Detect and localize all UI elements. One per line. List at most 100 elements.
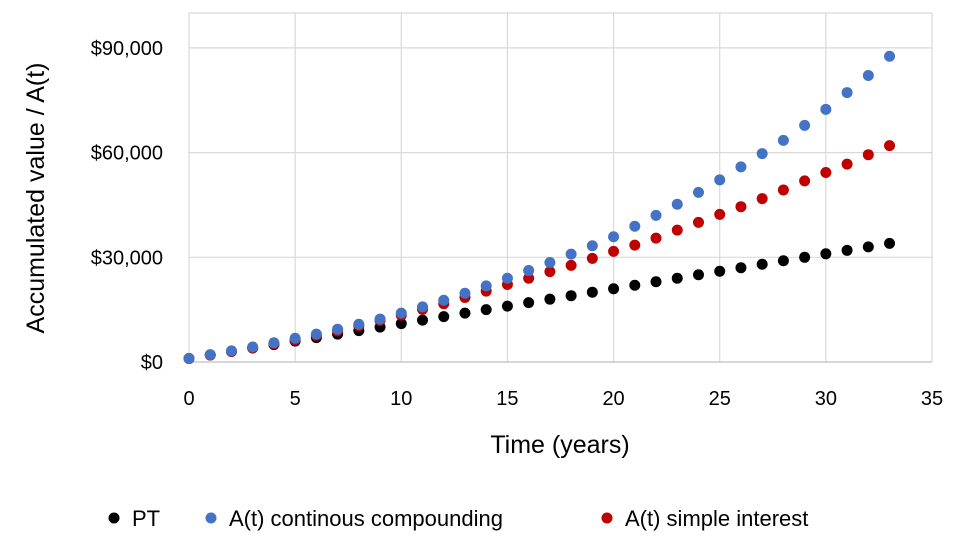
data-point [735,201,747,213]
data-point [417,301,429,313]
data-point [480,304,492,316]
data-point [862,241,874,253]
data-point [544,293,556,305]
data-point [777,255,789,267]
data-point [586,252,598,264]
data-point [629,279,641,291]
x-tick-label: 10 [390,388,412,410]
data-point [714,174,726,186]
legend-marker [601,512,613,524]
data-point [671,224,683,236]
data-point [862,149,874,161]
data-point [777,184,789,196]
data-point [799,175,811,187]
data-point [608,245,620,257]
data-point [586,240,598,252]
data-point [820,166,832,178]
x-tick-label: 0 [183,388,194,410]
data-point [523,272,535,284]
y-tick-label: $60,000 [91,143,163,165]
data-point [374,313,386,325]
x-tick-labels: 0 5 10 15 20 25 30 35 [183,388,943,410]
x-tick-label: 35 [921,388,943,410]
data-point [650,209,662,221]
data-point [586,286,598,298]
y-tick-label: $30,000 [91,247,163,269]
legend-label: A(t) simple interest [625,506,808,531]
x-tick-label: 30 [815,388,837,410]
x-tick-label: 5 [290,388,301,410]
data-point [353,318,365,330]
data-point [310,328,322,340]
legend-label: A(t) continous compounding [229,506,503,531]
legend: PT A(t) continous compounding A(t) simple … [108,506,808,531]
data-point [841,87,853,99]
x-axis-label: Time (years) [490,431,629,459]
data-point [565,248,577,260]
data-point [183,353,195,365]
data-point [544,266,556,278]
data-point [289,332,301,344]
data-point [501,272,513,284]
gridlines [188,12,933,363]
y-axis-label: Accumulated value / A(t) [22,63,50,334]
data-point [204,349,216,361]
data-point [884,140,896,152]
data-point [756,258,768,270]
data-point [820,248,832,260]
data-point [438,311,450,323]
y-tick-labels: $0 $30,000 $60,000 $90,000 [91,38,163,374]
data-point [438,294,450,306]
data-point [459,307,471,319]
data-point [650,276,662,288]
data-point [862,69,874,81]
data-point [459,287,471,299]
data-point [395,318,407,330]
data-point [523,265,535,277]
legend-marker [108,512,120,524]
data-point [608,283,620,295]
data-point [523,297,535,309]
data-point [247,341,259,353]
x-tick-label: 20 [602,388,624,410]
data-point [608,231,620,243]
data-point [777,134,789,146]
data-point [395,307,407,319]
data-point [692,269,704,281]
data-point [565,290,577,302]
legend-label: PT [132,506,160,531]
data-point [820,103,832,115]
data-point [756,193,768,205]
x-tick-label: 15 [496,388,518,410]
legend-marker [205,512,217,524]
data-point [756,148,768,160]
data-point [650,232,662,244]
data-point [671,272,683,284]
data-point [692,216,704,228]
data-point [799,251,811,263]
data-point [884,237,896,249]
data-point [884,50,896,62]
y-tick-label: $0 [141,352,163,374]
data-point [565,259,577,271]
series-1 [183,50,896,365]
x-tick-label: 25 [709,388,731,410]
data-point [714,208,726,220]
data-point [629,220,641,232]
data-point [417,314,429,326]
data-point [692,186,704,198]
data-point [841,158,853,170]
data-point [735,262,747,274]
data-point [841,244,853,256]
data-points [183,50,896,365]
data-point [714,265,726,277]
data-point [544,257,556,269]
data-point [629,239,641,251]
y-tick-label: $90,000 [91,38,163,60]
data-point [735,161,747,173]
data-point [799,119,811,131]
data-point [332,323,344,335]
data-point [501,300,513,312]
data-point [671,198,683,210]
